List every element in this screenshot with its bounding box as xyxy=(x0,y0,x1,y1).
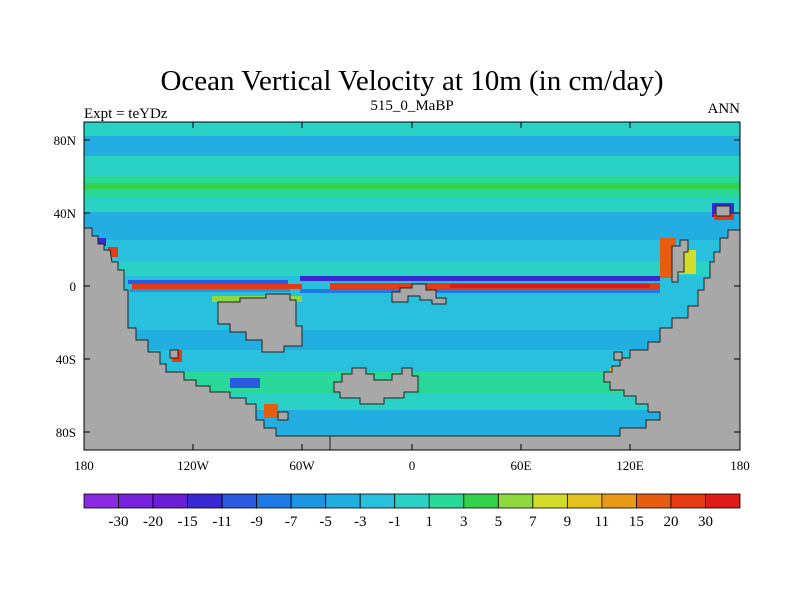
eq-downwelling-north xyxy=(300,276,660,281)
colorbar-label: 7 xyxy=(529,514,537,530)
lon-tick-label: 60E xyxy=(511,458,532,473)
lat-tick-label: 80N xyxy=(54,133,77,148)
north-yellow-green xyxy=(84,183,740,189)
colorbar-label: 1 xyxy=(426,514,434,530)
colorbar-swatch xyxy=(463,493,499,509)
lon-tick-label: 0 xyxy=(409,458,416,473)
lon-tick-label: 180 xyxy=(74,458,94,473)
arctic-band xyxy=(84,122,740,136)
colorbar-label: -9 xyxy=(250,514,263,530)
lat-tick-label: 40S xyxy=(56,352,76,367)
colorbar-swatch xyxy=(221,493,258,509)
subtropic-band xyxy=(84,212,740,240)
time-label: 515_0_MaBP xyxy=(370,98,453,114)
colorbar-swatch xyxy=(187,493,223,509)
chart-title: Ocean Vertical Velocity at 10m (in cm/da… xyxy=(160,65,663,97)
eq-upwelling-core xyxy=(450,284,650,288)
land-masses xyxy=(84,205,740,450)
colorbar-label: -20 xyxy=(143,514,163,530)
equatorial-island xyxy=(391,283,447,305)
colorbar-label: 5 xyxy=(495,514,503,530)
colorbar-swatch xyxy=(256,493,292,509)
colorbar-label: -5 xyxy=(319,514,332,530)
colorbar-swatch xyxy=(566,493,603,509)
lon-tick-label: 120W xyxy=(177,458,210,473)
colorbar-swatch xyxy=(83,493,119,509)
season-label: ANN xyxy=(708,101,741,117)
map-area xyxy=(84,122,740,450)
spot-nw-blue xyxy=(96,238,106,246)
colorbar-label: -1 xyxy=(388,514,401,530)
colorbar-swatch xyxy=(290,493,327,509)
lon-tick-label: 60W xyxy=(289,458,315,473)
eq-upwelling-west xyxy=(132,284,302,289)
central-island xyxy=(217,293,303,353)
lat-tick-label: 0 xyxy=(70,279,77,294)
colorbar-label: -7 xyxy=(285,514,298,530)
colorbar-label: -3 xyxy=(354,514,367,530)
west-continent xyxy=(84,227,331,450)
colorbar-swatch xyxy=(601,493,637,509)
colorbar-swatch xyxy=(325,493,361,509)
colorbar-label: 9 xyxy=(564,514,572,530)
colorbar-label: 20 xyxy=(663,514,678,530)
tropic-band xyxy=(84,240,740,262)
east-peninsula xyxy=(671,239,689,283)
colorbar-label: 30 xyxy=(698,514,713,530)
southwest-islet xyxy=(169,349,179,359)
lat-tick-label: 40N xyxy=(54,206,77,221)
southeast-islet xyxy=(613,351,623,361)
colorbar-swatch xyxy=(118,493,154,509)
lon-tick-label: 120E xyxy=(616,458,644,473)
eq-south-band xyxy=(300,289,660,293)
colorbar-label: -11 xyxy=(212,514,231,530)
arctic-band-2 xyxy=(84,136,740,156)
south-blue-band xyxy=(84,330,740,350)
northeast-islet xyxy=(715,205,731,217)
colorbar-label: -15 xyxy=(178,514,198,530)
colorbar-swatch xyxy=(636,493,672,509)
colorbar-swatch xyxy=(670,493,706,509)
colorbar-swatch xyxy=(705,493,741,509)
southern-island xyxy=(333,367,419,405)
experiment-label: Expt = teYDz xyxy=(84,106,168,122)
colorbar-label: 15 xyxy=(629,514,644,530)
spot-southern-blue xyxy=(230,378,260,388)
lat-axis: 80N 40N 0 40S 80S xyxy=(54,133,740,440)
spot-ne-red xyxy=(714,214,734,220)
midlat-band xyxy=(84,198,740,212)
south-islet xyxy=(277,411,289,421)
colorbar-swatch xyxy=(497,493,534,509)
colorbar-swatch xyxy=(394,493,430,509)
colorbar-swatch xyxy=(428,493,465,509)
colorbar-swatch xyxy=(359,493,396,509)
spot-nw-red xyxy=(108,247,118,257)
colorbar-label: 11 xyxy=(595,514,609,530)
colorbar: -30 -20 -15 -11 -9 -7 -5 -3 -1 1 3 5 7 9 11 15 20 30 xyxy=(83,493,741,530)
north-band xyxy=(84,156,740,176)
lon-tick-label: 180 xyxy=(730,458,750,473)
colorbar-label: -30 xyxy=(109,514,129,530)
spot-south-red xyxy=(264,404,278,418)
lat-tick-label: 80S xyxy=(56,425,76,440)
eq-south-band-2 xyxy=(130,289,290,292)
colorbar-swatch xyxy=(152,493,188,509)
colorbar-label: 3 xyxy=(460,514,468,530)
eq-downwelling-west xyxy=(128,280,288,284)
lon-axis: 180 120W 60W 0 60E 120E 180 xyxy=(74,122,750,473)
colorbar-swatch xyxy=(532,493,568,509)
near-eq-band xyxy=(84,262,740,276)
